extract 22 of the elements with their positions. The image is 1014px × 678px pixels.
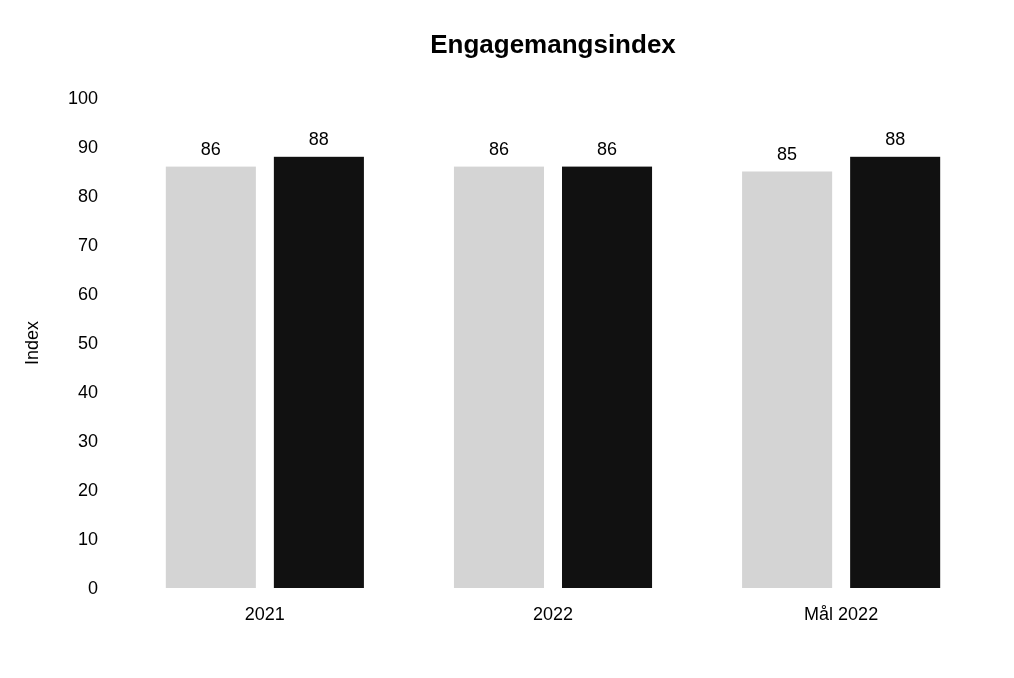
x-tick-label: 2022 — [532, 604, 574, 624]
y-tick-label: 80 — [77, 186, 98, 207]
data-label: 86 — [200, 138, 221, 159]
y-tick-label: 100 — [67, 88, 98, 109]
y-tick-label: 10 — [77, 529, 98, 550]
data-label: 88 — [885, 128, 906, 149]
x-tick-label: 2021 — [244, 604, 285, 624]
y-tick-label: 50 — [77, 333, 98, 354]
y-tick-label: 40 — [77, 382, 98, 403]
data-label: 86 — [597, 138, 618, 159]
y-axis-title: Index — [22, 320, 42, 366]
chart-title: Engagemangsindex — [430, 29, 677, 59]
data-label: 86 — [488, 138, 509, 159]
data-label: 85 — [777, 143, 798, 164]
y-tick-label: 60 — [77, 284, 98, 305]
y-tick-label: 70 — [77, 235, 98, 256]
y-tick-label: 30 — [77, 431, 98, 452]
x-tick-label: Mål 2022 — [804, 604, 879, 624]
data-label: 88 — [308, 128, 329, 149]
y-tick-label: 20 — [77, 480, 98, 501]
y-tick-label: 0 — [87, 578, 98, 599]
y-tick-label: 90 — [77, 137, 98, 158]
